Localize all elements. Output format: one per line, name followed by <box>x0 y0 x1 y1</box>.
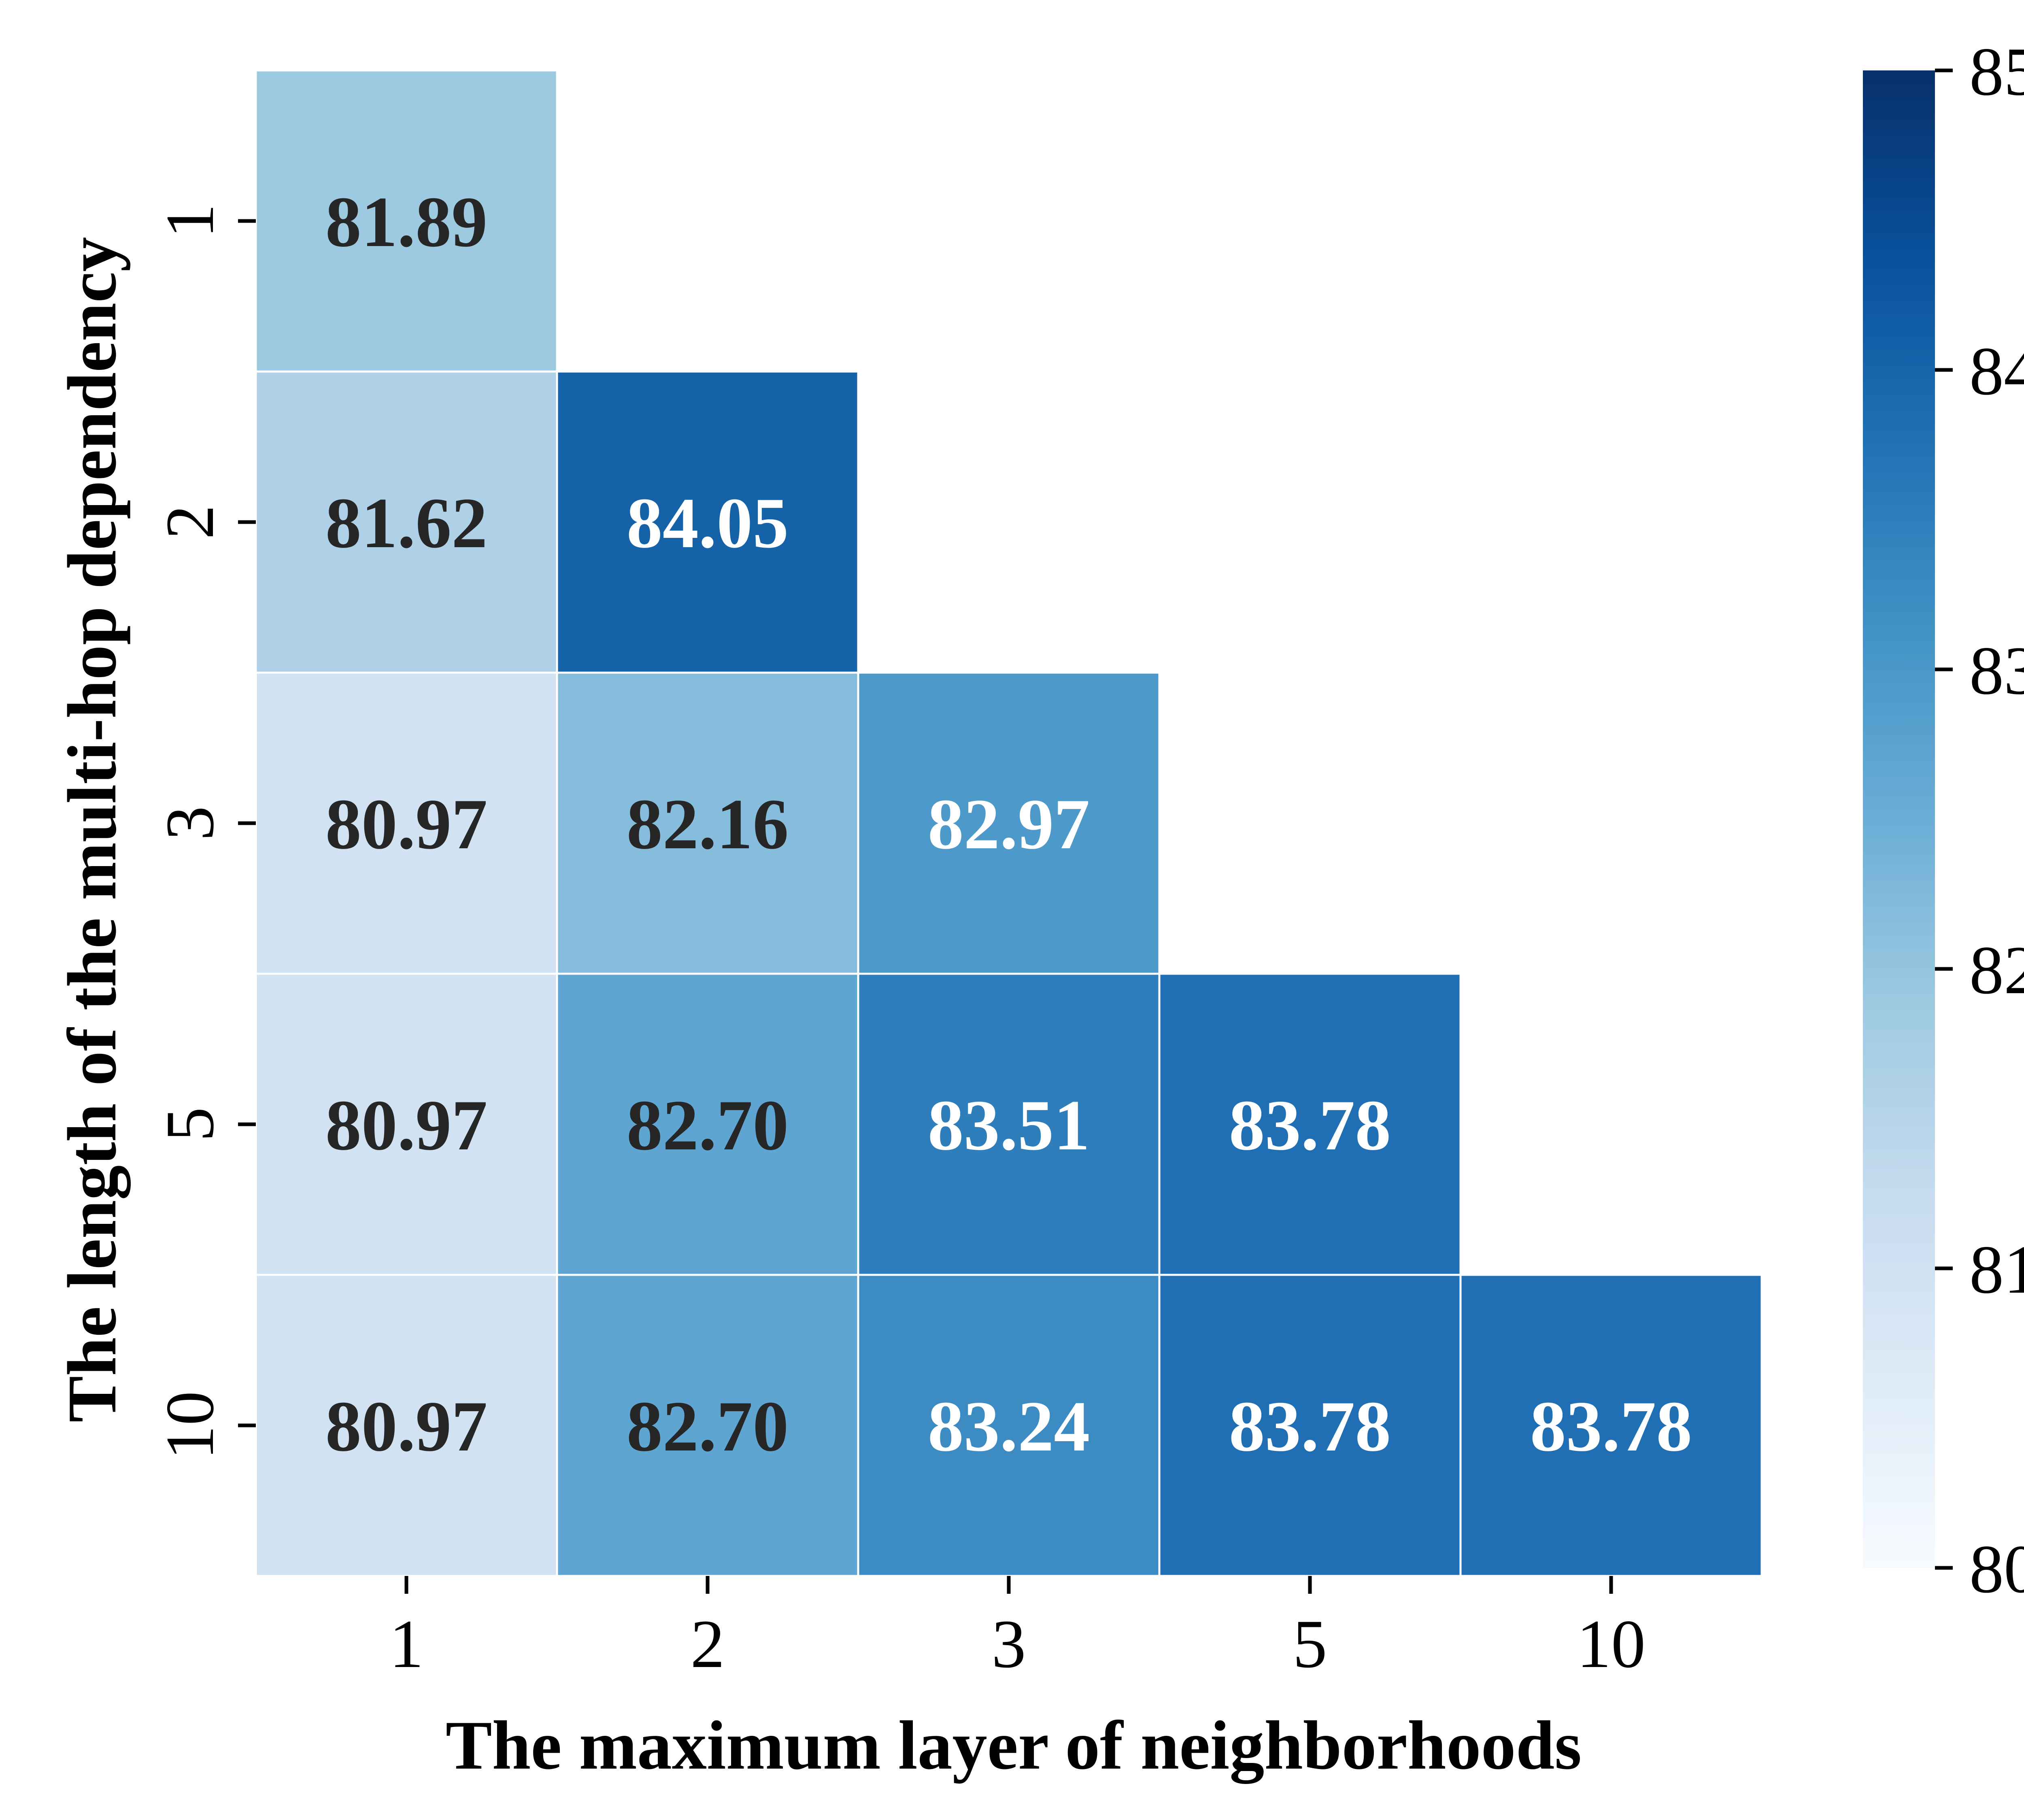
heatmap-cell <box>556 671 859 975</box>
heatmap-cell <box>255 671 558 975</box>
x-axis: 1 2 3 5 10 <box>389 1576 1646 1682</box>
cell-value-label: 80.97 <box>325 1085 488 1165</box>
colorbar: 80 81 82 83 84 85 <box>1863 34 2024 1607</box>
cell-value-label: 83.78 <box>1530 1386 1692 1466</box>
x-tick-label: 5 <box>1293 1606 1327 1682</box>
cell-value-label: 83.51 <box>928 1085 1090 1165</box>
cell-value-label: 80.97 <box>325 1386 488 1466</box>
heatmap-cell <box>1158 973 1462 1276</box>
heatmap-cell <box>556 370 859 674</box>
y-tick-label: 5 <box>152 1107 228 1142</box>
heatmap-cell <box>556 973 859 1276</box>
y-tick-label: 1 <box>152 204 228 238</box>
cell-value-label: 83.24 <box>928 1386 1090 1466</box>
y-tick-label: 2 <box>152 505 228 539</box>
cell-value-label: 84.05 <box>627 483 789 563</box>
heatmap-cell <box>255 69 558 373</box>
x-tick-label: 10 <box>1577 1606 1646 1682</box>
x-axis-title: The maximum layer of neighborhoods <box>446 1707 1582 1784</box>
colorbar-tick-label: 83 <box>1969 633 2024 709</box>
colorbar-tick-label: 84 <box>1969 333 2024 409</box>
colorbar-gradient <box>1863 70 1935 1568</box>
y-axis: 1 2 3 5 10 <box>152 204 256 1460</box>
heatmap-cell <box>1459 1274 1763 1577</box>
colorbar-tick-label: 82 <box>1969 932 2024 1008</box>
cell-value-label: 81.89 <box>325 182 488 262</box>
heatmap-cell <box>1158 1274 1462 1577</box>
x-tick-label: 3 <box>992 1606 1026 1682</box>
cell-value-label: 82.70 <box>627 1386 789 1466</box>
cell-value-label: 83.78 <box>1229 1085 1391 1165</box>
cell-value-label: 81.62 <box>325 483 488 563</box>
heatmap-cell <box>255 973 558 1276</box>
y-axis-title: The length of the multi-hop dependency <box>54 237 131 1422</box>
heatmap-cell <box>255 370 558 674</box>
y-tick-label: 3 <box>152 806 228 841</box>
cell-value-label: 82.70 <box>627 1085 789 1165</box>
x-tick-label: 1 <box>389 1606 424 1682</box>
heatmap-cells: 81.89 81.62 84.05 80.97 82.16 82.97 80.97 82.70… <box>255 69 1763 1577</box>
x-tick-label: 2 <box>691 1606 725 1682</box>
colorbar-tick-label: 85 <box>1969 34 2024 110</box>
cell-value-label: 82.97 <box>928 784 1090 864</box>
cell-value-label: 83.78 <box>1229 1386 1391 1466</box>
heatmap-cell <box>857 671 1161 975</box>
colorbar-tick-label: 80 <box>1969 1531 2024 1607</box>
colorbar-tick-label: 81 <box>1969 1232 2024 1308</box>
cell-value-label: 80.97 <box>325 784 488 864</box>
y-tick-label: 10 <box>152 1391 228 1460</box>
heatmap-cell <box>857 1274 1161 1577</box>
heatmap-cell <box>556 1274 859 1577</box>
cell-value-label: 82.16 <box>627 784 789 864</box>
